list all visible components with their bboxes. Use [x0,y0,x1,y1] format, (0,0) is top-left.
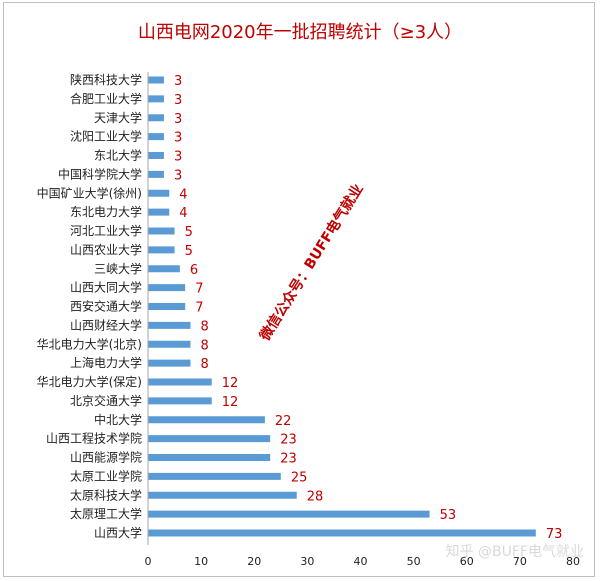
category-label: 山西大学 [94,525,142,540]
value-label: 8 [201,338,209,353]
category-label: 华北电力大学(保定) [37,374,142,389]
category-label: 沈阳工业大学 [70,129,142,144]
bar [148,416,265,424]
value-label: 12 [222,395,239,410]
category-label: 合肥工业大学 [70,91,142,106]
bar [148,208,170,216]
x-tick-label: 10 [194,555,208,568]
x-tick-label: 0 [145,555,152,568]
value-label: 4 [179,187,187,202]
value-label: 7 [195,282,203,297]
category-label: 中国矿业大学(徐州) [37,185,142,200]
value-label: 73 [546,527,563,542]
value-label: 5 [185,244,193,259]
category-label: 东北大学 [94,148,142,163]
value-label: 53 [440,508,457,523]
bar [148,378,212,386]
chart-title: 山西电网2020年一批招聘统计（≥3人） [137,22,463,43]
category-label: 太原工业学院 [70,468,142,483]
chart-frame [3,2,595,577]
value-label: 3 [174,74,182,89]
bar [148,321,191,329]
bar [148,265,180,273]
value-label: 12 [222,376,239,391]
category-label: 太原科技大学 [70,487,142,502]
x-tick-label: 50 [407,555,421,568]
bar [148,454,271,461]
bar [148,152,164,159]
value-label: 3 [174,112,182,127]
x-tick-label: 30 [300,555,314,568]
watermark-corner: 知乎 @BUFF电气就业 [445,544,584,560]
value-label: 6 [190,263,198,278]
bar [148,133,164,141]
category-label: 华北电力大学(北京) [37,336,142,351]
value-label: 28 [307,489,324,504]
value-label: 8 [201,357,209,372]
category-label: 山西大同大学 [70,280,142,295]
bars-layer: 3 3 3 3 3 3 4 4 5 5 6 7 7 8 8 8 12 12 22 23 23 25 28 53 73 [148,74,562,542]
bar [148,510,430,518]
x-tick-label: 40 [354,555,368,568]
category-label: 山西财经大学 [70,317,142,332]
bar [148,227,175,235]
bar [148,397,212,405]
category-label: 山西工程技术学院 [46,431,142,446]
x-tick-label: 60 [460,555,474,568]
value-label: 5 [185,225,193,240]
bar [148,359,191,367]
category-label: 太原理工大学 [70,506,142,521]
bar [148,472,281,480]
value-label: 3 [174,93,182,108]
axis-layer: 陕西科技大学合肥工业大学天津大学沈阳工业大学东北大学中国科学院大学中国矿业大学(… [37,72,580,568]
category-label: 西安交通大学 [70,299,142,314]
value-label: 7 [195,301,203,316]
bar [148,246,175,254]
bar [148,435,271,443]
bar [148,189,170,197]
category-label: 中国科学院大学 [58,166,142,181]
bar [148,95,164,103]
x-tick-label: 80 [566,555,580,568]
value-label: 3 [174,131,182,146]
category-label: 陕西科技大学 [70,72,142,87]
category-label: 三峡大学 [94,261,142,276]
category-label: 山西农业大学 [70,242,142,257]
category-label: 上海电力大学 [70,355,142,370]
category-label: 天津大学 [94,110,142,125]
value-label: 4 [179,206,187,221]
bar [148,303,186,310]
category-label: 中北大学 [94,412,142,427]
category-label: 北京交通大学 [70,393,142,408]
x-tick-label: 70 [513,555,527,568]
value-label: 3 [174,150,182,165]
bar [148,170,164,178]
value-label: 23 [280,452,297,467]
x-tick-label: 20 [247,555,261,568]
category-label: 河北工业大学 [70,223,142,238]
bar [148,340,191,348]
value-label: 3 [174,168,182,183]
bar [148,284,186,292]
bar [148,76,164,84]
category-label: 山西能源学院 [70,450,142,465]
value-label: 25 [291,470,308,485]
bar [148,114,164,122]
value-label: 22 [275,414,292,429]
bar [148,491,297,499]
value-label: 23 [280,433,297,448]
category-label: 东北电力大学 [70,204,142,219]
bar [148,529,536,537]
value-label: 8 [201,319,209,334]
